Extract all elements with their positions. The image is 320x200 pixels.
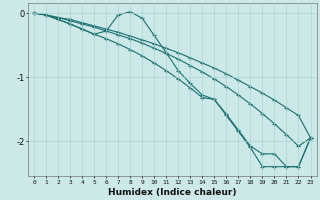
X-axis label: Humidex (Indice chaleur): Humidex (Indice chaleur) — [108, 188, 236, 197]
